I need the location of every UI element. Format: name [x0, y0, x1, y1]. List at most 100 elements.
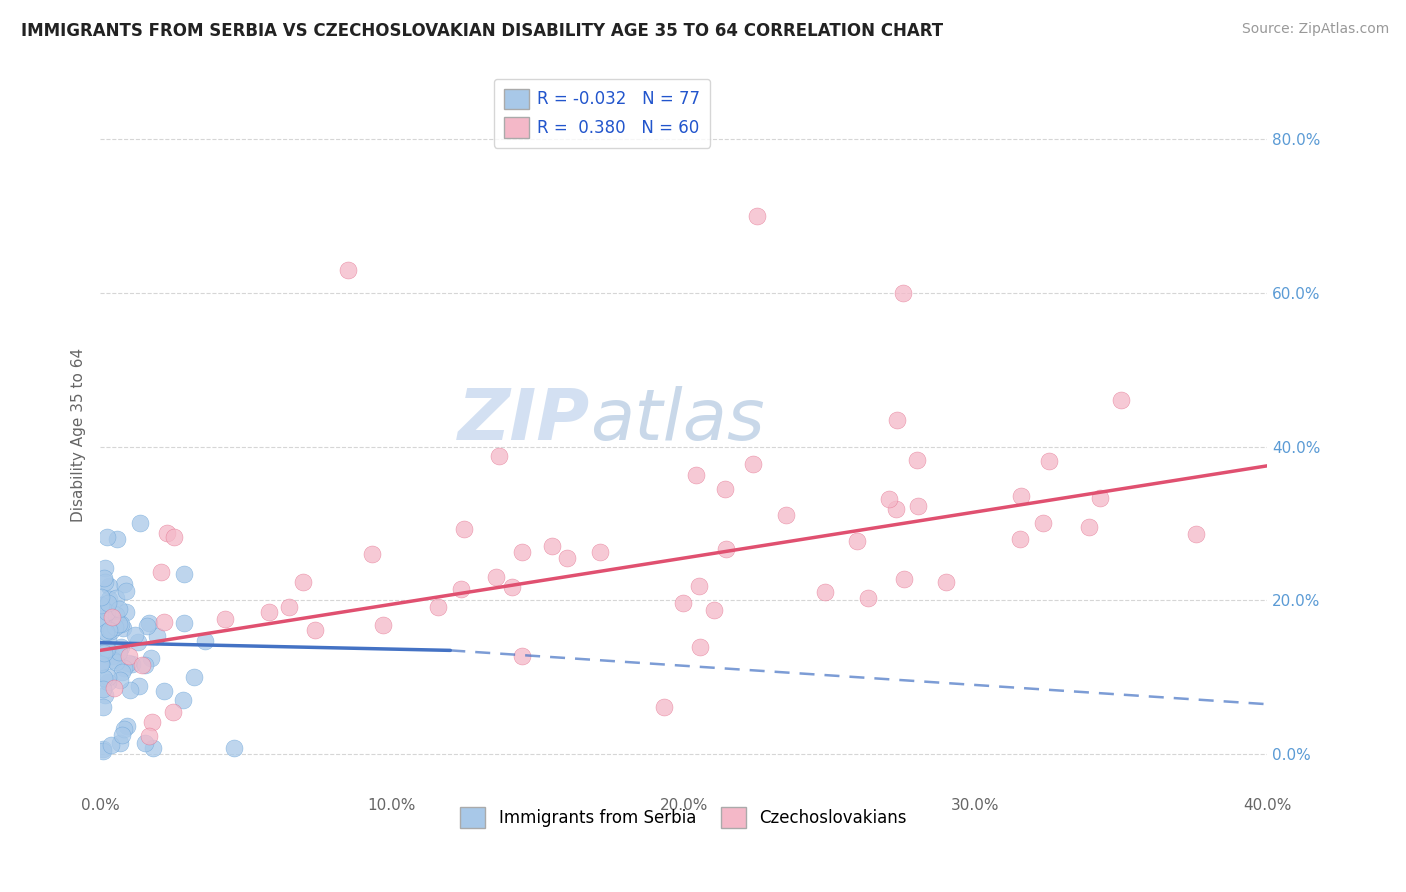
Point [101, 610, 124, 624]
Point [877, 491, 900, 506]
Point [891, 285, 914, 300]
Point [94, 642, 117, 657]
Point [1184, 526, 1206, 541]
Point [162, 706, 184, 720]
Point [89, 657, 111, 672]
Point [453, 522, 475, 536]
Point [714, 482, 737, 496]
Point [814, 584, 837, 599]
Point [110, 640, 132, 654]
Point [101, 649, 124, 664]
Point [100, 624, 122, 638]
Point [108, 673, 131, 687]
Point [361, 547, 384, 561]
Point [555, 551, 578, 566]
Point [742, 457, 765, 471]
Point [96, 625, 118, 640]
Point [112, 661, 135, 675]
Point [155, 526, 177, 541]
Point [134, 657, 156, 672]
Point [117, 656, 139, 670]
Point [222, 740, 245, 755]
Point [97, 675, 120, 690]
Point [173, 616, 195, 631]
Point [115, 583, 138, 598]
Text: IMMIGRANTS FROM SERBIA VS CZECHOSLOVAKIAN DISABILITY AGE 35 TO 64 CORRELATION CH: IMMIGRANTS FROM SERBIA VS CZECHOSLOVAKIA… [21, 22, 943, 40]
Point [136, 619, 159, 633]
Point [172, 693, 194, 707]
Point [510, 544, 533, 558]
Point [337, 262, 360, 277]
Point [118, 649, 141, 664]
Point [141, 651, 163, 665]
Point [1008, 532, 1031, 546]
Point [108, 616, 131, 631]
Point [96, 605, 118, 619]
Point [111, 665, 134, 680]
Point [214, 612, 236, 626]
Point [745, 209, 768, 223]
Point [94, 688, 117, 702]
Point [935, 574, 957, 589]
Point [91, 682, 114, 697]
Point [173, 566, 195, 581]
Point [134, 735, 156, 749]
Point [142, 741, 165, 756]
Point [111, 621, 134, 635]
Point [138, 615, 160, 630]
Point [97, 632, 120, 646]
Point [654, 700, 676, 714]
Point [540, 539, 562, 553]
Point [90, 591, 112, 605]
Y-axis label: Disability Age 35 to 64: Disability Age 35 to 64 [72, 348, 86, 522]
Point [685, 467, 707, 482]
Point [91, 610, 114, 624]
Point [96, 530, 118, 544]
Point [103, 653, 125, 667]
Point [97, 596, 120, 610]
Point [589, 545, 612, 559]
Point [91, 643, 114, 657]
Point [105, 655, 128, 669]
Point [97, 623, 120, 637]
Text: ZIP: ZIP [458, 386, 591, 455]
Point [105, 532, 128, 546]
Point [105, 608, 128, 623]
Point [98, 591, 121, 606]
Point [845, 533, 868, 548]
Point [450, 582, 472, 596]
Point [886, 413, 908, 427]
Point [689, 640, 711, 654]
Point [672, 596, 695, 610]
Point [97, 579, 120, 593]
Point [105, 591, 128, 605]
Point [485, 570, 508, 584]
Point [94, 575, 117, 590]
Point [501, 580, 523, 594]
Point [111, 728, 134, 742]
Point [108, 602, 131, 616]
Point [90, 656, 112, 670]
Point [1038, 454, 1060, 468]
Point [703, 603, 725, 617]
Point [907, 499, 929, 513]
Point [118, 682, 141, 697]
Point [131, 657, 153, 672]
Point [110, 616, 132, 631]
Point [1077, 520, 1099, 534]
Point [510, 648, 533, 663]
Point [257, 605, 280, 619]
Point [90, 616, 112, 631]
Point [124, 628, 146, 642]
Point [1088, 491, 1111, 505]
Point [90, 598, 112, 612]
Point [856, 591, 879, 605]
Point [96, 642, 118, 657]
Text: Source: ZipAtlas.com: Source: ZipAtlas.com [1241, 22, 1389, 37]
Point [304, 623, 326, 637]
Point [688, 579, 710, 593]
Point [1032, 516, 1054, 530]
Point [103, 681, 125, 695]
Point [104, 620, 127, 634]
Point [91, 700, 114, 714]
